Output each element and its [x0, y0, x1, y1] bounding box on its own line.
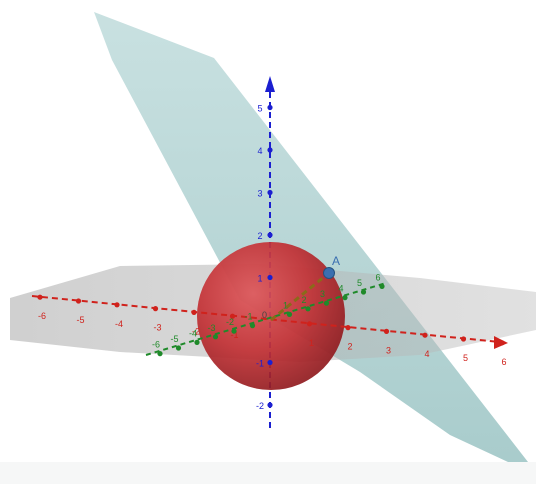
z-tick-mark	[267, 359, 273, 366]
y-tick-label: 5	[357, 278, 362, 288]
x-tick-mark	[37, 294, 43, 300]
x-tick-label: 6	[501, 357, 506, 367]
segment-origin-to-a[interactable]	[270, 270, 331, 322]
y-axis-ticks: -6 -5 -4 -3 -2 -1 1 2 3 4 5 6	[152, 272, 385, 357]
y-tick-label: -1	[244, 312, 252, 322]
y-tick-label: -2	[226, 317, 234, 327]
x-tick-mark	[75, 298, 82, 304]
z-tick-label: 5	[257, 104, 262, 114]
bottom-fade	[0, 462, 536, 484]
x-tick-label: 5	[463, 353, 468, 363]
z-tick-label: 1	[257, 274, 262, 284]
x-tick-mark	[191, 309, 197, 315]
x-tick-mark	[229, 313, 236, 319]
x-tick-mark	[152, 306, 159, 312]
x-tick-label: -4	[115, 319, 123, 329]
point-a[interactable]	[323, 267, 335, 279]
z-tick-label: -2	[256, 401, 264, 411]
x-tick-mark	[114, 302, 120, 308]
x-tick-mark	[499, 340, 505, 346]
origin-label: 0	[262, 310, 267, 320]
inclined-plane[interactable]	[94, 12, 528, 462]
y-tick-label: -5	[170, 334, 178, 344]
y-tick-mark	[342, 295, 348, 301]
y-tick-mark	[212, 334, 219, 340]
x-tick-label: 4	[424, 349, 429, 359]
y-tick-mark	[157, 351, 163, 357]
y-tick-label: 3	[320, 289, 325, 299]
sphere[interactable]	[197, 242, 345, 390]
z-tick-mark	[267, 402, 273, 408]
x-tick-label: -5	[76, 315, 84, 325]
x-tick-mark	[345, 325, 351, 331]
y-tick-mark	[249, 323, 256, 329]
y-tick-mark	[379, 283, 385, 289]
z-tick-label: 3	[257, 189, 262, 199]
y-tick-mark	[194, 339, 200, 345]
y-tick-mark	[175, 345, 182, 351]
x-tick-label: -6	[38, 311, 46, 321]
y-tick-mark	[323, 300, 330, 306]
x-tick-mark	[460, 336, 467, 342]
x-tick-label: 3	[386, 345, 391, 355]
z-arrow-icon	[265, 76, 275, 92]
x-tick-label: -2	[192, 326, 200, 336]
z-tick-label: -1	[256, 359, 264, 369]
y-axis	[145, 282, 387, 356]
x-tick-label: 1	[309, 338, 314, 348]
x-tick-label: 2	[347, 342, 352, 352]
z-tick-mark	[267, 104, 273, 111]
x-tick-label: -1	[230, 330, 238, 340]
x-tick-mark	[383, 328, 390, 334]
y-tick-label: 4	[338, 284, 343, 294]
z-tick-mark	[267, 147, 273, 153]
z-tick-mark	[267, 232, 273, 238]
y-tick-mark	[286, 311, 293, 317]
z-tick-label: 4	[257, 146, 262, 156]
y-tick-label: -6	[152, 340, 160, 350]
x-tick-mark	[422, 332, 428, 338]
z-tick-label: 2	[257, 231, 262, 241]
x-axis-ticks: -6 -5 -4 -3 -2 -1 1 2 3 4 5 6	[37, 294, 507, 367]
x-tick-label: -3	[153, 323, 161, 333]
y-tick-label: -4	[189, 328, 197, 338]
y-tick-mark	[360, 289, 367, 295]
y-tick-mark	[305, 306, 311, 312]
point-a-label: A	[332, 254, 340, 268]
z-axis-ticks: -2 -1 1 2 3 4 5	[256, 104, 273, 411]
z-tick-mark	[267, 274, 273, 281]
y-tick-label: 1	[283, 300, 288, 310]
y-tick-mark	[231, 328, 237, 334]
z-tick-mark	[267, 189, 273, 196]
y-tick-label: 6	[375, 272, 380, 282]
x-tick-mark	[306, 321, 313, 327]
y-tick-label: 2	[301, 295, 306, 305]
y-tick-label: -3	[207, 323, 215, 333]
